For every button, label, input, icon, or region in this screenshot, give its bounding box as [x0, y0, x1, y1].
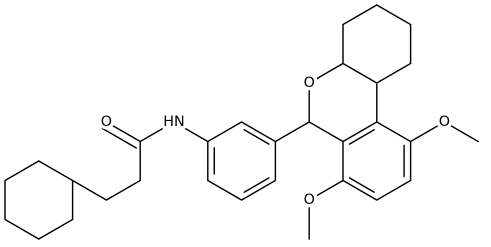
phenyl-ring — [207, 121, 277, 201]
amide-aryl-bond — [173, 121, 209, 143]
chain — [71, 121, 175, 201]
aromatic-inner — [243, 177, 270, 193]
methoxy-bond — [308, 179, 344, 240]
fused-benzene — [342, 121, 412, 201]
aromatic-inner — [243, 129, 270, 145]
cyclohexyl-ring — [4, 160, 74, 240]
carbonyl-bond — [105, 121, 141, 143]
pyran-ring — [308, 62, 378, 143]
carbonyl-oxygen: O — [101, 114, 112, 130]
aromatic-inner — [348, 129, 375, 145]
methoxy-bond — [409, 121, 479, 143]
methoxy-oxygen: O — [304, 192, 315, 208]
fused-cyclohexane — [342, 4, 412, 84]
ring-oxygen: O — [304, 75, 315, 91]
amide-nitrogen: HN — [163, 114, 184, 130]
molecule: O HN O O O — [4, 4, 479, 240]
methoxy-oxygen: O — [439, 114, 450, 130]
carbonyl-bond-2 — [101, 127, 138, 149]
aromatic-inner — [348, 177, 375, 193]
aryl-bond — [274, 121, 310, 143]
